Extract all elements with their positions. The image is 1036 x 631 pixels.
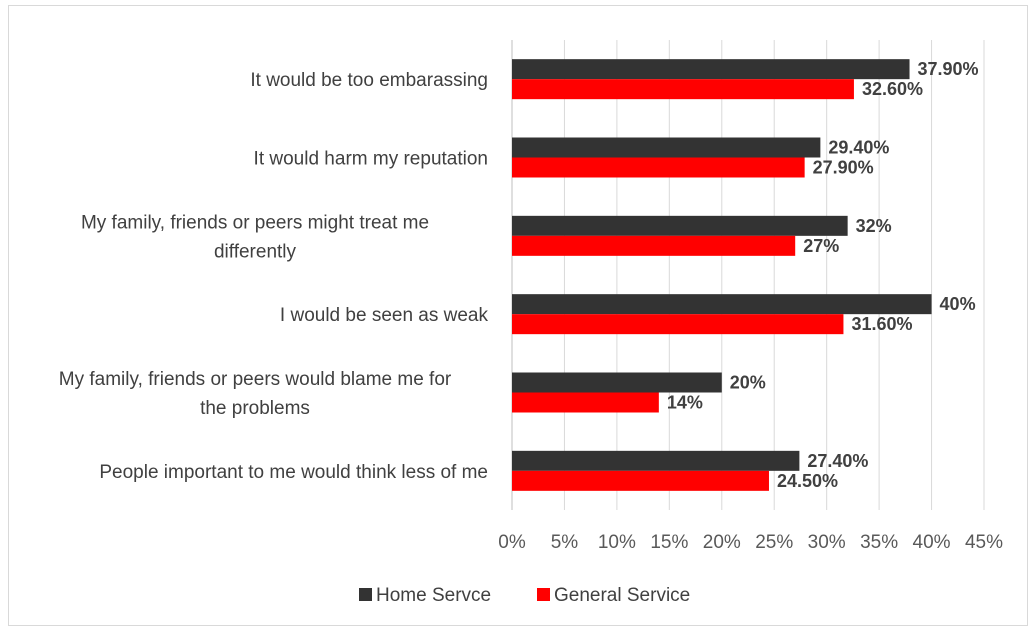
data-labels: 37.90%32.60% 29.40%27.90% 32% 27% 40% 31.60% 2… — [667, 59, 979, 491]
category-label: I would be seen as weak — [280, 305, 489, 326]
x-tick-label: 30% — [808, 532, 846, 553]
data-label: 32% — [856, 216, 892, 236]
x-tick-label: 5% — [551, 532, 579, 553]
data-label: 27% — [803, 236, 839, 256]
category-label: People important to me would think less … — [99, 462, 488, 483]
bar-home-servce — [512, 450, 800, 471]
bar-general-service — [512, 235, 796, 256]
x-tick-label: 15% — [650, 532, 688, 553]
x-tick-label: 10% — [598, 532, 636, 553]
data-label: 32.60% — [862, 79, 923, 99]
data-label: 27.40% — [807, 451, 868, 471]
data-label: 14% — [667, 393, 703, 413]
category-labels: It would be too embarassing It would harm… — [59, 70, 489, 483]
category-label: My family, friends or peers might treat … — [81, 212, 429, 233]
data-label: 31.60% — [851, 314, 912, 334]
bar-general-service — [512, 392, 659, 413]
legend-label: General Service — [554, 585, 690, 606]
bars — [512, 59, 932, 491]
category-label: the problems — [200, 398, 310, 419]
bar-general-service — [512, 470, 769, 491]
gridlines — [511, 40, 985, 510]
x-tick-label: 0% — [498, 532, 526, 553]
x-tick-label: 25% — [755, 532, 793, 553]
data-label: 20% — [730, 373, 766, 393]
x-tick-label: 45% — [965, 532, 1003, 553]
legend-swatch — [537, 588, 550, 601]
legend-swatch — [359, 588, 372, 601]
legend: Home Servce General Service — [359, 585, 690, 606]
data-label: 27.90% — [813, 158, 874, 178]
legend-label: Home Servce — [376, 585, 491, 606]
bar-general-service — [512, 79, 854, 100]
data-label: 37.90% — [918, 59, 979, 79]
category-label: It would be too embarassing — [250, 70, 488, 91]
x-tick-label: 40% — [913, 532, 951, 553]
bar-home-servce — [512, 137, 821, 158]
bar-home-servce — [512, 372, 722, 393]
category-label: It would harm my reputation — [254, 149, 488, 170]
bar-home-servce — [512, 215, 848, 236]
category-label: My family, friends or peers would blame … — [59, 369, 452, 390]
bar-home-servce — [512, 59, 910, 80]
data-label: 24.50% — [777, 471, 838, 491]
data-label: 29.40% — [828, 138, 889, 158]
data-label: 40% — [940, 294, 976, 314]
x-tick-label: 35% — [860, 532, 898, 553]
x-tick-label: 20% — [703, 532, 741, 553]
category-label: differently — [214, 241, 297, 262]
bar-general-service — [512, 157, 805, 178]
bar-home-servce — [512, 294, 932, 315]
x-axis-tick-labels: 0% 5% 10% 15% 20% 25% 30% 35% 40% 45% — [498, 532, 1003, 553]
bar-general-service — [512, 314, 844, 335]
